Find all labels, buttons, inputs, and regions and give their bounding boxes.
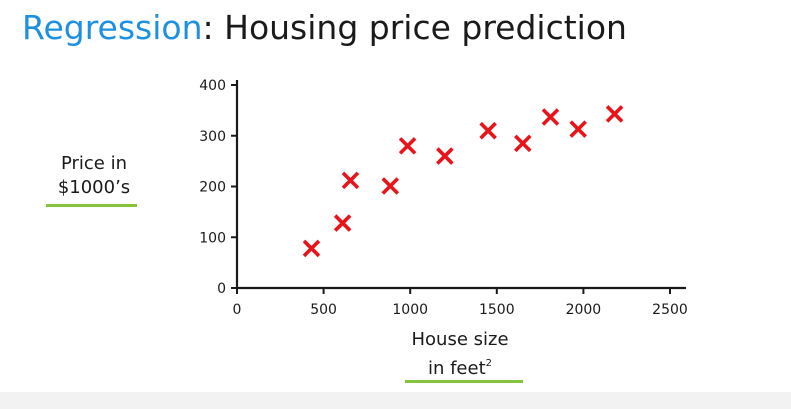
data-point-marker [514,134,532,153]
x-axis-label-line1: House size [411,329,509,350]
data-point-marker [398,137,417,155]
x-tick-label: 1000 [392,302,428,318]
y-axis-label-line1: Price in [60,153,128,174]
data-point-marker [381,177,400,195]
y-tick-label: 0 [217,281,226,297]
x-axis-label-underline [405,380,523,383]
data-point-marker [569,120,587,138]
x-tick-label: 2000 [566,302,602,318]
x-axis-label-line2-wrap: in feet2 [380,352,540,381]
data-point-marker [333,214,352,232]
data-point-marker [605,105,624,123]
title-accent: Regression [22,8,203,47]
y-axis-label-underline [46,204,137,207]
y-tick-label: 200 [199,180,226,196]
x-axis-label-line2: in feet [427,358,486,379]
slide-title: Regression: Housing price prediction [22,6,627,50]
x-tick-label: 1500 [479,302,515,318]
y-tick-label: 100 [199,230,226,246]
data-point-marker [436,147,454,165]
y-tick-label: 300 [199,129,226,145]
x-tick-label: 500 [310,302,337,318]
x-axis-label: House size in feet2 [380,328,540,381]
data-point-marker [341,171,360,190]
data-point-marker [541,108,560,126]
x-tick-label: 2500 [652,302,688,318]
x-tick-label: 0 [233,302,242,318]
data-point-marker [479,121,497,140]
x-axis-label-superscript: 2 [485,358,493,369]
bottom-band [0,392,791,409]
title-rest: : Housing price prediction [202,8,627,47]
y-tick-label: 400 [199,78,226,94]
y-axis-label-line2: $1000’s [57,177,131,198]
y-axis-label: Price in $1000’s [44,152,144,200]
data-point-marker [302,239,321,258]
